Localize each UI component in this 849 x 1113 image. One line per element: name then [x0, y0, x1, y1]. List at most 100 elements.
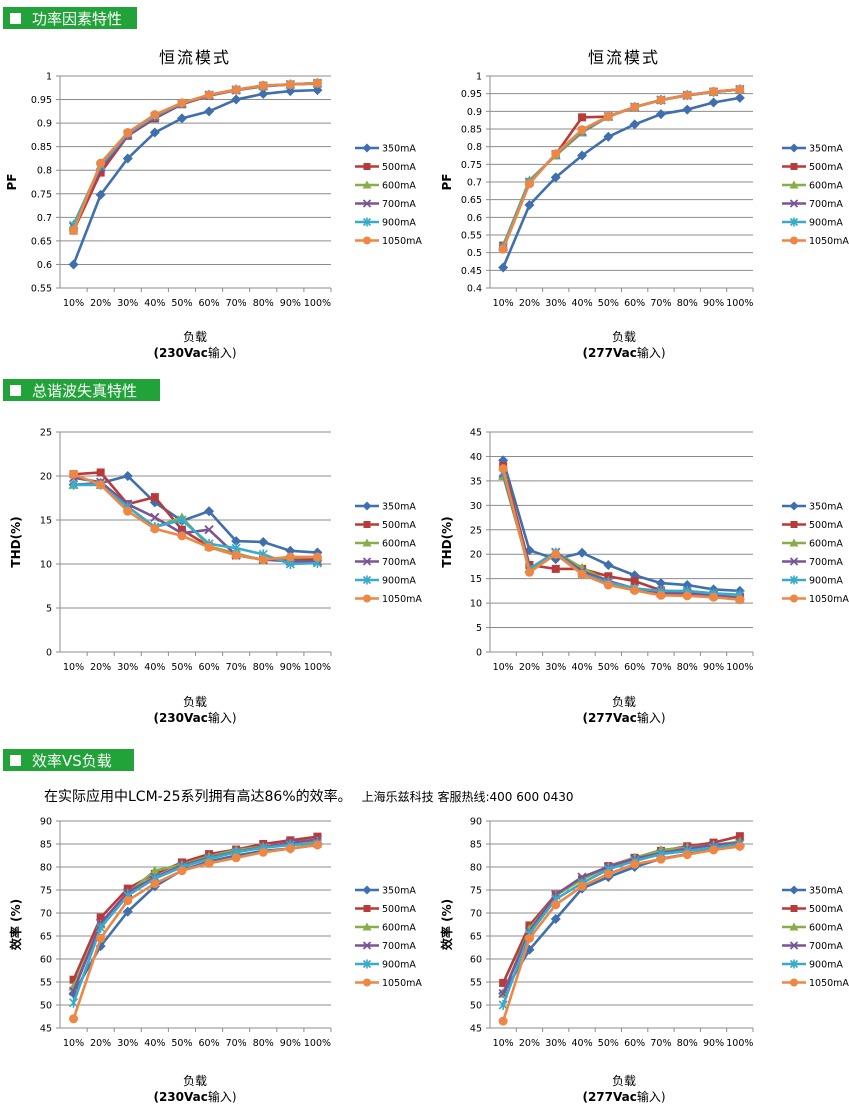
- y-tick-label: 45: [470, 428, 482, 439]
- y-tick-label: 50: [40, 1001, 52, 1012]
- marker-diamond: [550, 913, 561, 924]
- marker-circle: [603, 580, 613, 590]
- section-title-thd: 总谐波失真特性: [32, 381, 138, 400]
- y-tick-label: 30: [470, 501, 482, 512]
- marker-circle: [577, 881, 587, 891]
- x-tick-label: 100%: [726, 298, 753, 309]
- marker-star: [68, 997, 79, 1008]
- y-tick-label: 0.65: [31, 236, 52, 247]
- marker-triangle: [149, 865, 160, 875]
- marker-circle: [96, 158, 106, 168]
- marker-circle: [630, 102, 640, 112]
- marker-diamond: [362, 501, 372, 511]
- legend-label: 500mA: [809, 904, 843, 915]
- x-tick-label: 30%: [545, 298, 566, 309]
- x-tick-label: 80%: [677, 662, 698, 673]
- x-tick-label: 30%: [545, 662, 566, 673]
- marker-circle: [709, 592, 719, 602]
- y-tick-label: 65: [470, 932, 482, 943]
- x-tick-label: 80%: [677, 1038, 698, 1049]
- xlabel-text: 负载: [182, 695, 207, 709]
- series-1050mA: [69, 840, 322, 1024]
- y-tick-label: 45: [470, 1024, 482, 1035]
- legend-label: 500mA: [382, 520, 416, 531]
- marker-circle: [603, 111, 613, 121]
- legend-item: 350mA: [355, 143, 416, 155]
- marker-circle: [123, 128, 133, 138]
- marker-circle: [285, 844, 295, 854]
- legend-label: 1050mA: [809, 236, 849, 247]
- square-bullet-icon: [10, 754, 21, 766]
- marker-square: [735, 832, 744, 841]
- y-tick-label: 60: [40, 955, 52, 966]
- marker-circle: [69, 226, 79, 236]
- legend-label: 350mA: [809, 886, 843, 897]
- x-tick-label: 90%: [703, 1038, 724, 1049]
- marker-circle: [656, 590, 666, 600]
- series-line: [72, 88, 318, 265]
- x-tick-label: 90%: [280, 662, 301, 673]
- series-line: [501, 845, 741, 1022]
- legend-label: 900mA: [809, 576, 843, 587]
- marker-circle: [96, 480, 106, 490]
- y-tick-label: 80: [40, 863, 52, 874]
- y-axis-title: 效率 (%): [8, 899, 23, 950]
- marker-diamond: [149, 127, 160, 138]
- legend-item: 500mA: [782, 162, 843, 173]
- x-tick-label: 60%: [624, 298, 645, 309]
- series-line: [501, 471, 740, 597]
- legend-label: 700mA: [809, 941, 843, 952]
- x-tick-label: 50%: [171, 662, 192, 673]
- marker-diamond: [524, 199, 535, 210]
- x-tick-label: 50%: [171, 298, 192, 309]
- x-tick-label: 100%: [304, 1038, 331, 1049]
- marker-circle: [204, 90, 214, 100]
- y-tick-label: 0.8: [37, 166, 52, 177]
- marker-diamond: [708, 97, 719, 108]
- series-500mA: [499, 85, 744, 250]
- marker-circle: [682, 90, 692, 100]
- legend-label: 1050mA: [809, 978, 849, 989]
- legend-label: 600mA: [809, 539, 843, 550]
- marker-circle: [231, 85, 241, 95]
- legend-label: 500mA: [382, 904, 416, 915]
- chart-1: 0.4 0.45 0.5 0.55 0.6 0.65 0.7 0.75 0.8 0.85 0.9 0.…: [440, 72, 849, 310]
- series-line: [72, 835, 318, 981]
- y-tick-label: 5: [46, 604, 52, 615]
- y-tick-label: 0.6: [467, 213, 482, 224]
- series-600mA: [498, 84, 745, 250]
- marker-square: [69, 975, 78, 984]
- intro-efficiency-text: 在实际应用中LCM-25系列拥有高达86%的效率。: [44, 789, 352, 805]
- input-voltage-label: (230Vac输入): [153, 711, 237, 725]
- marker-triangle: [789, 180, 799, 189]
- legend-label: 350mA: [382, 144, 416, 155]
- marker-circle: [312, 840, 322, 850]
- legend-item: 350mA: [782, 501, 843, 513]
- marker-x: [362, 199, 372, 208]
- legend-item: 900mA: [355, 217, 416, 229]
- x-tick-label: 10%: [63, 662, 84, 673]
- marker-circle: [204, 542, 214, 552]
- marker-circle: [231, 853, 241, 863]
- series-1050mA: [498, 464, 745, 605]
- x-tick-label: 80%: [253, 1038, 274, 1049]
- series-line: [501, 465, 740, 599]
- section-header-eff: 效率VS负载: [3, 749, 134, 771]
- legend-label: 500mA: [382, 162, 416, 173]
- marker-square: [177, 525, 186, 534]
- y-tick-label: 0.75: [31, 189, 52, 200]
- x-tick-label: 70%: [226, 298, 247, 309]
- x-tick-label: 40%: [571, 298, 592, 309]
- legend-item: 350mA: [782, 885, 843, 897]
- xlabel-eff-277: 负载 (277Vac输入): [582, 1073, 665, 1105]
- marker-circle: [524, 567, 534, 577]
- series-350mA: [498, 92, 745, 273]
- input-voltage-label: (230Vac输入): [153, 1090, 237, 1104]
- legend-label: 900mA: [382, 960, 416, 971]
- marker-x: [789, 557, 799, 566]
- section-title-pf: 功率因素特性: [32, 9, 123, 28]
- y-tick-label: 0.95: [31, 95, 52, 106]
- marker-star: [498, 1000, 508, 1010]
- series-350mA: [498, 455, 745, 596]
